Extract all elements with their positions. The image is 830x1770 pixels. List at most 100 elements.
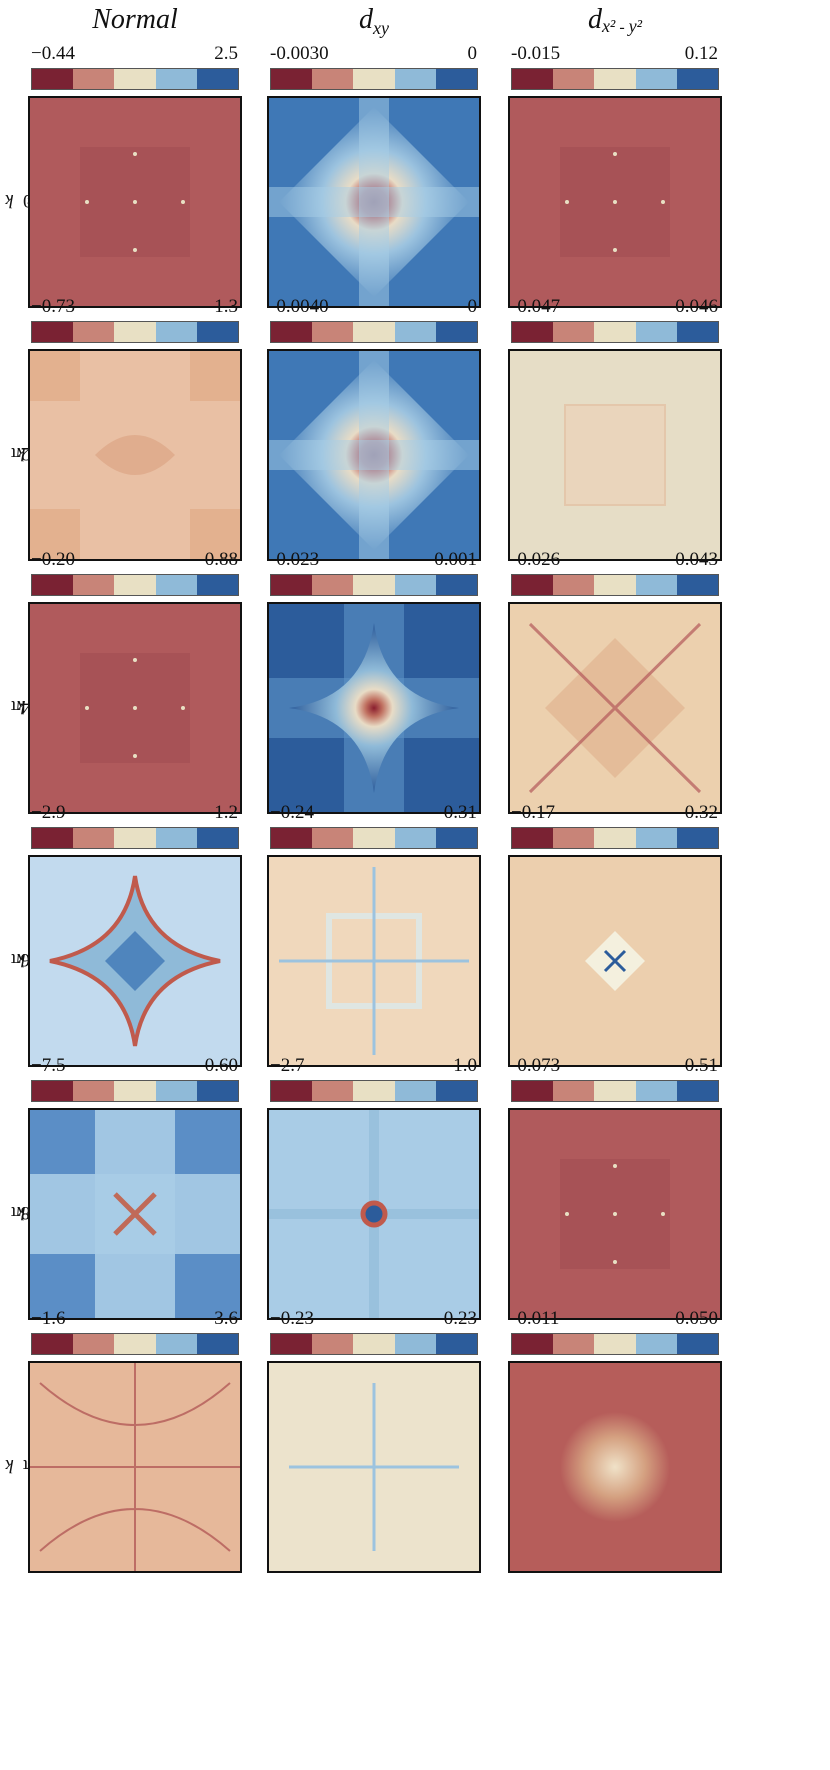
colorbar-bin-1 [32, 1081, 74, 1101]
colorbar-bin-4 [155, 69, 197, 89]
heatmap-image [510, 857, 720, 1065]
colorbar-max-label: 0.12 [684, 43, 718, 64]
heatmap-panel-dxy [267, 1361, 481, 1573]
colorbar-bin-2 [73, 575, 115, 595]
map-horizontal-band [269, 187, 479, 217]
heatmap-image [510, 98, 720, 306]
colorbar-bin-1 [32, 828, 74, 848]
colorbar-bin-2 [553, 322, 595, 342]
heatmap-image [510, 1363, 720, 1571]
colorbar [31, 574, 239, 596]
map-point [661, 1212, 665, 1216]
colorbar-bin-1 [271, 1081, 313, 1101]
colorbar-bin-1 [512, 1334, 554, 1354]
colorbar-bin-1 [271, 322, 313, 342]
heatmap-panel-dx2y2 [508, 855, 722, 1067]
map-center-ring [360, 1200, 388, 1228]
colorbar-bin-2 [312, 1081, 354, 1101]
colorbar [511, 827, 719, 849]
colorbar-bin-1 [32, 322, 74, 342]
colorbar-bin-5 [676, 1334, 719, 1354]
heatmap-image [510, 604, 720, 812]
colorbar-max-label: 1.3 [214, 296, 238, 317]
column-title-dxy: dxy [267, 4, 481, 39]
colorbar-bin-4 [155, 828, 197, 848]
colorbar-bin-4 [394, 69, 436, 89]
column-title-normal: Normal [28, 4, 242, 36]
map-corner-block [190, 509, 240, 559]
colorbar-bin-5 [196, 575, 239, 595]
colorbar-max-label: 3.6 [214, 1308, 238, 1329]
colorbar-bin-3 [353, 69, 395, 89]
heatmap-image [269, 857, 479, 1065]
colorbar-bin-2 [73, 1081, 115, 1101]
column-title-dx2y2: dx² - y² [508, 4, 722, 37]
colorbar-min-label: −0.24 [270, 802, 314, 823]
heatmap-panel-normal [28, 96, 242, 308]
map-point [613, 1260, 617, 1264]
colorbar-bin-3 [594, 575, 636, 595]
colorbar-bin-5 [196, 1081, 239, 1101]
map-point [133, 200, 137, 204]
colorbar-bin-2 [553, 828, 595, 848]
colorbar-bin-2 [73, 828, 115, 848]
colorbar-bin-3 [353, 828, 395, 848]
map-center [105, 931, 165, 991]
heatmap-panel-dx2y2 [508, 602, 722, 814]
colorbar [270, 1333, 478, 1355]
colorbar-bin-4 [394, 1334, 436, 1354]
colorbar [511, 574, 719, 596]
colorbar-bin-2 [553, 69, 595, 89]
heatmap-panel-dxy [267, 855, 481, 1067]
colorbar-bin-1 [512, 322, 554, 342]
colorbar-bin-1 [512, 828, 554, 848]
colorbar [511, 321, 719, 343]
colorbar-bin-4 [394, 828, 436, 848]
colorbar-max-label: 0.32 [684, 802, 718, 823]
colorbar-min-label: -0.011 [511, 1308, 560, 1329]
colorbar-bin-5 [196, 828, 239, 848]
colorbar-bin-5 [196, 322, 239, 342]
colorbar-max-label: 0.001 [434, 549, 477, 570]
colorbar-max-label: 0.88 [204, 549, 238, 570]
colorbar-bin-4 [635, 69, 677, 89]
colorbar-bin-5 [676, 322, 719, 342]
colorbar-bin-4 [635, 575, 677, 595]
map-point [613, 1164, 617, 1168]
colorbar-max-label: 0.51 [684, 1055, 718, 1076]
colorbar-bin-2 [73, 322, 115, 342]
map-point [661, 200, 665, 204]
colorbar-bin-4 [635, 828, 677, 848]
heatmap-image [269, 1363, 479, 1571]
map-center [113, 1192, 157, 1236]
map-point [85, 706, 89, 710]
colorbar [270, 574, 478, 596]
colorbar-bin-5 [196, 1334, 239, 1354]
heatmap-image [30, 604, 240, 812]
map-point [133, 754, 137, 758]
colorbar [31, 68, 239, 90]
colorbar-bin-4 [155, 1334, 197, 1354]
colorbar-min-label: -0.0040 [270, 296, 329, 317]
colorbar [511, 1080, 719, 1102]
heatmap-panel-normal [28, 1361, 242, 1573]
colorbar-bin-3 [353, 1081, 395, 1101]
heatmap-image [30, 351, 240, 559]
colorbar [31, 827, 239, 849]
colorbar-bin-2 [312, 1334, 354, 1354]
colorbar-bin-2 [553, 1334, 595, 1354]
map-x-lines [528, 622, 702, 794]
heatmap-panel-dx2y2 [508, 349, 722, 561]
colorbar-min-label: -0.023 [270, 549, 320, 570]
colorbar-bin-3 [114, 1334, 156, 1354]
colorbar-bin-5 [676, 828, 719, 848]
colorbar-bin-2 [312, 828, 354, 848]
colorbar-bin-4 [394, 1081, 436, 1101]
colorbar [31, 1080, 239, 1102]
heatmap-panel-dxy [267, 96, 481, 308]
heatmap-image [269, 98, 479, 306]
map-inner-square [326, 913, 422, 1009]
heatmap-panel-dxy [267, 1108, 481, 1320]
colorbar-max-label: 0 [467, 296, 478, 317]
